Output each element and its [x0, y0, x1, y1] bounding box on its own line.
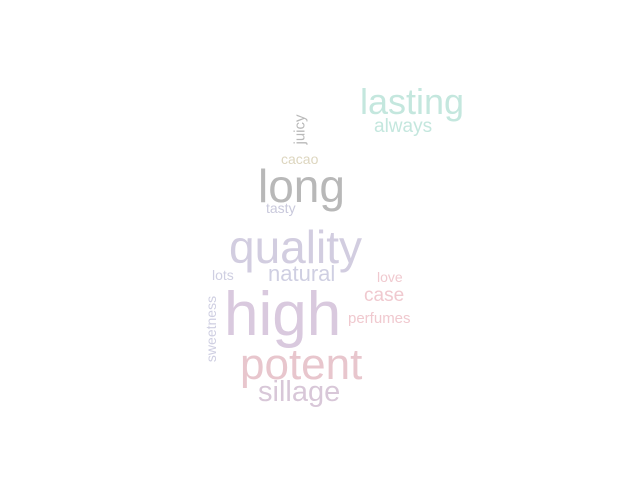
- word-tasty: tasty: [266, 200, 296, 216]
- word-potent: potent: [240, 340, 363, 389]
- word-always: always: [374, 116, 433, 137]
- word-juicy: juicy: [291, 114, 309, 145]
- word-case: case: [364, 285, 405, 306]
- word-perfumes: perfumes: [348, 310, 411, 327]
- word-lots: lots: [212, 267, 234, 283]
- word-high: high: [224, 280, 342, 349]
- word-sweetness: sweetness: [203, 295, 220, 363]
- word-lasting: lasting: [360, 81, 465, 122]
- word-quality: quality: [229, 221, 362, 273]
- word-natural: natural: [268, 261, 336, 286]
- word-long: long: [258, 160, 345, 212]
- word-love: love: [377, 269, 403, 285]
- word-cacao: cacao: [281, 151, 319, 167]
- word-sillage: sillage: [258, 376, 341, 408]
